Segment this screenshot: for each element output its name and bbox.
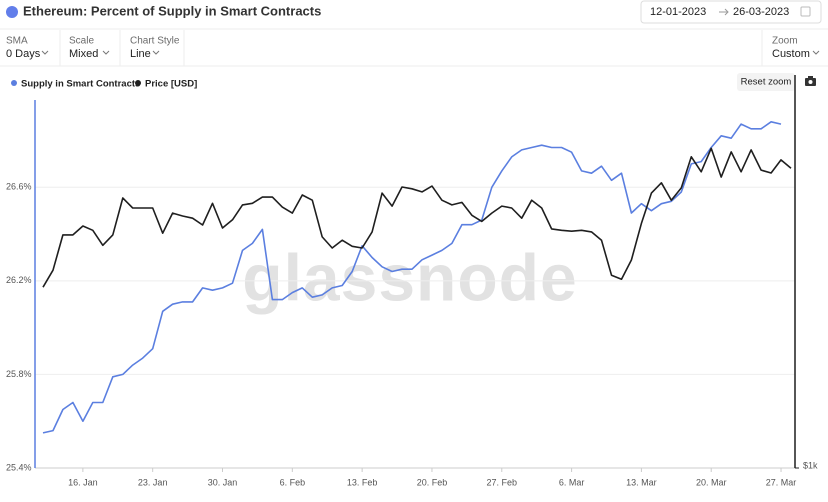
- date-to[interactable]: 26-03-2023: [733, 6, 789, 18]
- reset-zoom-button[interactable]: [737, 73, 795, 91]
- legend-label: Price [USD]: [145, 79, 197, 90]
- control-style[interactable]: Chart Style Line: [130, 36, 180, 60]
- x-tick-label: 13. Feb: [347, 477, 378, 487]
- series-line: [42, 147, 792, 288]
- calendar-icon[interactable]: [800, 6, 811, 17]
- camera-icon[interactable]: [805, 76, 816, 86]
- arrow-icon: [719, 8, 729, 16]
- plot: glassnode 25.4% 25.8% 26.2% 26.6% $1k 16. Jan 2…: [6, 75, 818, 487]
- control-label: Chart Style: [130, 36, 180, 47]
- control-zoom[interactable]: Zoom Custom: [772, 36, 820, 60]
- control-value[interactable]: Custom: [772, 48, 810, 60]
- reset-zoom-label[interactable]: Reset zoom: [741, 77, 792, 88]
- legend-marker: [135, 80, 141, 86]
- chevron: [102, 50, 110, 55]
- eth-icon: [6, 6, 18, 18]
- control-label: SMA: [6, 36, 28, 47]
- y-tick-label: 25.4%: [6, 462, 32, 472]
- x-tick-label: 27. Mar: [766, 477, 797, 487]
- date-range[interactable]: [640, 0, 822, 24]
- x-tick-label: 20. Mar: [696, 477, 727, 487]
- control-sma[interactable]: SMA 0 Days: [6, 36, 49, 60]
- chart-title: Ethereum: Percent of Supply in Smart Con…: [23, 3, 321, 18]
- series-line: [42, 121, 782, 434]
- control-label: Zoom: [772, 36, 798, 47]
- y-tick-label: 26.2%: [6, 275, 32, 285]
- control-value[interactable]: Line: [130, 48, 151, 60]
- control-scale[interactable]: Scale Mixed: [69, 36, 110, 60]
- control-value[interactable]: 0 Days: [6, 48, 41, 60]
- y2-tick-label: $1k: [803, 460, 818, 470]
- legend-marker: [11, 80, 17, 86]
- x-tick-label: 13. Mar: [626, 477, 657, 487]
- y-tick-label: 26.6%: [6, 182, 32, 192]
- control-label: Scale: [69, 36, 94, 47]
- x-tick-label: 23. Jan: [138, 477, 168, 487]
- x-tick-label: 30. Jan: [208, 477, 238, 487]
- watermark: glassnode: [242, 240, 577, 314]
- chevron: [812, 50, 820, 55]
- control-value[interactable]: Mixed: [69, 48, 98, 60]
- date-from[interactable]: 12-01-2023: [650, 6, 706, 18]
- x-tick-label: 20. Feb: [417, 477, 448, 487]
- x-tick-label: 27. Feb: [487, 477, 518, 487]
- chevron: [41, 50, 49, 55]
- legend-label: Supply in Smart Contracts: [21, 79, 140, 90]
- x-tick-label: 6. Mar: [559, 477, 585, 487]
- x-tick-label: 6. Feb: [280, 477, 306, 487]
- x-tick-label: 16. Jan: [68, 477, 98, 487]
- chevron: [152, 50, 160, 55]
- y-tick-label: 25.8%: [6, 369, 32, 379]
